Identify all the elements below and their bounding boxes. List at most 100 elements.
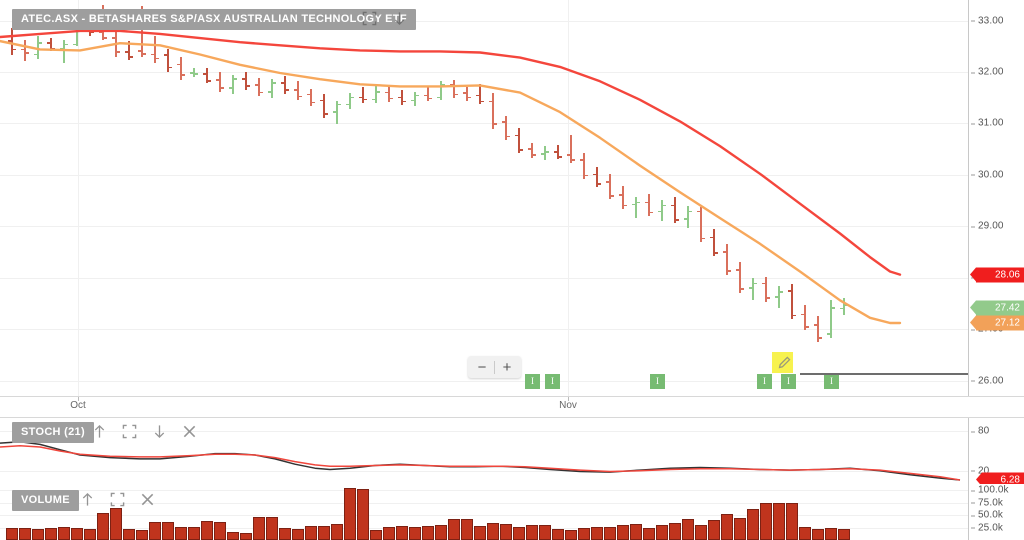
ohlc-stem <box>583 153 585 179</box>
ohlc-open-tick <box>775 296 779 298</box>
up-arrow-icon[interactable] <box>80 492 95 507</box>
ohlc-stem <box>388 85 390 102</box>
volume-gridline <box>0 490 968 491</box>
volume-bar <box>6 527 18 540</box>
volume-bar <box>227 532 239 540</box>
volume-bar <box>71 528 83 540</box>
event-marker[interactable]: I <box>650 374 665 389</box>
ohlc-open-tick <box>437 96 441 99</box>
ohlc-stem <box>310 88 312 106</box>
ohlc-stem <box>570 134 572 164</box>
volume-bar <box>344 488 356 540</box>
ohlc-bar <box>632 196 641 219</box>
download-arrow-icon[interactable] <box>392 11 407 26</box>
event-marker[interactable]: I <box>525 374 540 389</box>
volume-plot-area[interactable] <box>0 484 968 540</box>
ohlc-open-tick <box>177 63 181 66</box>
expand-icon[interactable] <box>362 11 377 26</box>
ohlc-bar <box>424 86 433 101</box>
note-edit-marker[interactable] <box>772 352 793 373</box>
ohlc-close-tick <box>245 85 250 87</box>
ohlc-open-tick <box>112 37 116 39</box>
ohlc-close-tick <box>297 95 302 98</box>
ohlc-stem <box>232 75 234 94</box>
stoch-label-chip: STOCH (21) <box>12 422 94 443</box>
ohlc-stem <box>817 315 819 343</box>
event-marker[interactable]: I <box>545 374 560 389</box>
ohlc-open-tick <box>294 89 298 92</box>
ohlc-bar <box>476 84 485 104</box>
volume-bar <box>123 529 135 540</box>
up-arrow-icon[interactable] <box>92 424 107 439</box>
last-price-tag[interactable]: 27.42 <box>970 300 1024 315</box>
expand-icon[interactable] <box>122 424 137 439</box>
zoom-out-button[interactable]: − <box>477 358 487 376</box>
stoch-value-tag[interactable]: 6.28 <box>976 472 1024 488</box>
expand-icon[interactable] <box>110 492 125 507</box>
ohlc-close-tick <box>349 96 354 99</box>
close-icon[interactable] <box>140 492 155 507</box>
zoom-in-button[interactable]: + <box>502 358 512 376</box>
ohlc-close-tick <box>362 98 367 101</box>
volume-bar <box>58 527 70 540</box>
price-axis[interactable]: 33.0032.0031.0030.0029.0028.0027.0026.00… <box>968 0 1024 396</box>
ohlc-open-tick <box>372 98 376 101</box>
ohlc-bar <box>268 79 277 98</box>
ohlc-stem <box>830 300 832 339</box>
volume-axis[interactable]: 100.0k 75.0k 50.0k 25.0k <box>968 484 1024 540</box>
ohlc-open-tick <box>697 210 701 213</box>
ohlc-stem <box>128 41 130 60</box>
ma-slow-price-tag[interactable]: 28.06 <box>970 267 1024 283</box>
ohlc-open-tick <box>671 204 675 207</box>
volume-bar <box>669 523 681 540</box>
ohlc-stem <box>752 277 754 301</box>
ohlc-close-tick <box>739 287 744 290</box>
ohlc-close-tick <box>24 52 29 54</box>
ohlc-bar <box>359 87 368 103</box>
volume-bar <box>734 518 746 540</box>
ohlc-open-tick <box>8 40 12 42</box>
zoom-control[interactable]: − + <box>468 356 521 378</box>
ohlc-stem <box>284 76 286 94</box>
stoch-line-k <box>0 441 961 481</box>
ohlc-bar <box>21 40 30 61</box>
ohlc-bar <box>255 78 264 96</box>
event-marker[interactable]: I <box>757 374 772 389</box>
ohlc-close-tick <box>843 304 848 307</box>
ohlc-open-tick <box>281 82 285 84</box>
stoch-plot-area[interactable] <box>0 418 968 484</box>
ma-fast-price-tag[interactable]: 27.12 <box>970 315 1024 331</box>
stoch-pane: STOCH (21) 80 20 6.28 <box>0 418 1024 488</box>
price-axis-tick: 31.00 <box>971 117 1004 129</box>
ohlc-bar <box>580 153 589 179</box>
close-icon[interactable] <box>182 424 197 439</box>
ohlc-bar <box>840 298 849 315</box>
ohlc-open-tick <box>320 99 324 102</box>
symbol-title-chip: ATEC.ASX - BETASHARES S&P/ASX AUSTRALIAN… <box>12 9 416 30</box>
ohlc-stem <box>518 127 520 154</box>
ohlc-open-tick <box>554 151 558 153</box>
ohlc-close-tick <box>700 237 705 240</box>
event-marker[interactable]: I <box>781 374 796 389</box>
down-arrow-icon[interactable] <box>152 424 167 439</box>
ohlc-open-tick <box>502 121 506 123</box>
date-axis[interactable]: Oct Nov <box>0 396 1024 418</box>
ohlc-close-tick <box>635 201 640 204</box>
ohlc-close-tick <box>37 42 42 44</box>
horizontal-trend-line[interactable] <box>800 373 968 375</box>
ohlc-stem <box>219 72 221 92</box>
ohlc-open-tick <box>125 51 129 53</box>
ohlc-close-tick <box>206 80 211 82</box>
ohlc-bar <box>515 127 524 154</box>
ohlc-open-tick <box>385 91 389 94</box>
event-marker[interactable]: I <box>824 374 839 389</box>
ohlc-bar <box>203 67 212 84</box>
stoch-axis[interactable]: 80 20 6.28 <box>968 418 1024 488</box>
volume-bar <box>396 526 408 540</box>
date-tick-mark <box>568 397 569 401</box>
volume-bar <box>97 512 109 540</box>
ohlc-open-tick <box>827 333 831 335</box>
ohlc-bar <box>710 229 719 257</box>
